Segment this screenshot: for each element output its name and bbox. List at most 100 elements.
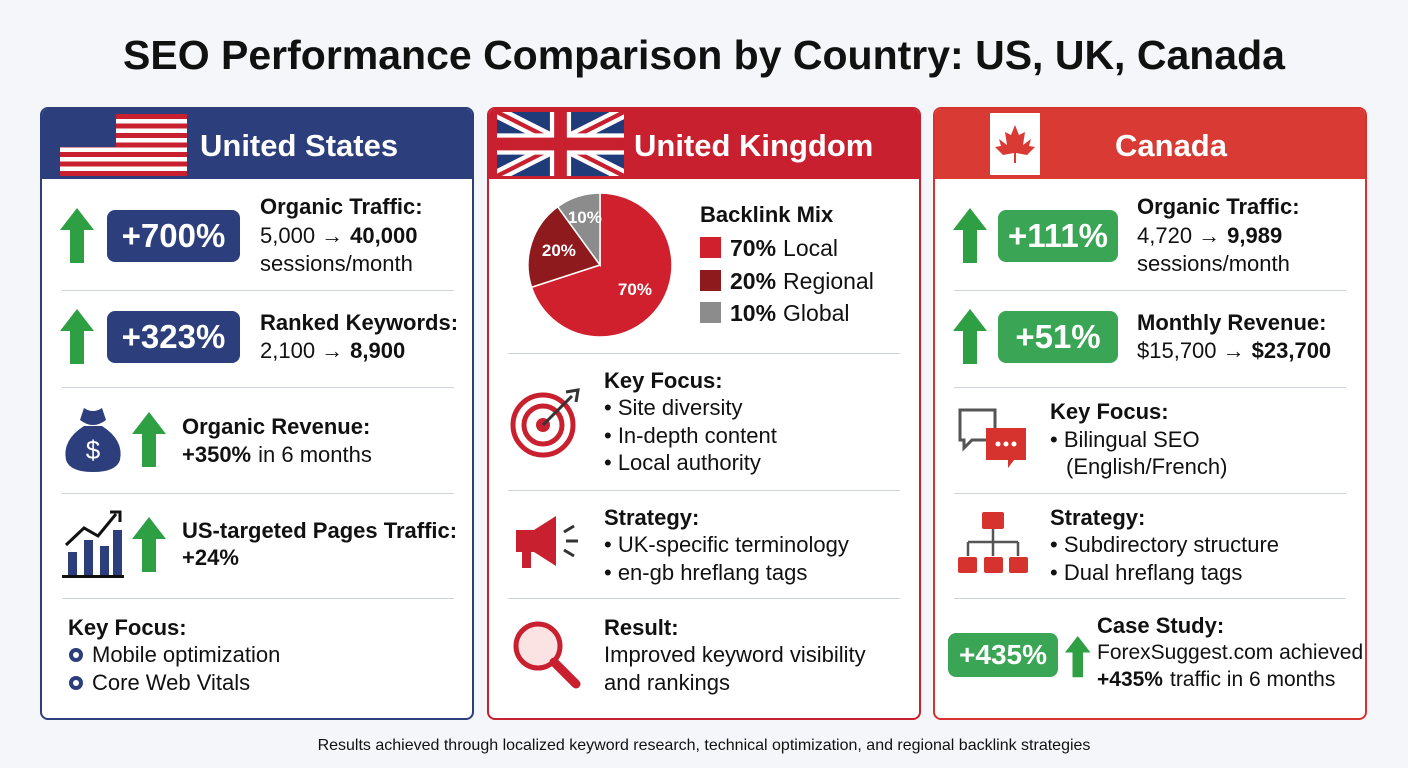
badge: +323% <box>107 311 240 363</box>
divider <box>954 290 1346 291</box>
rest: traffic in 6 months <box>1169 668 1336 691</box>
ca-flag <box>965 113 1065 175</box>
from: 2,100 → <box>260 338 344 363</box>
divider <box>954 598 1346 599</box>
pie-slice <box>530 192 673 338</box>
target-icon <box>510 388 580 458</box>
focus-item: • Bilingual SEO <box>1050 427 1200 452</box>
chart-icon <box>62 510 124 578</box>
result-line: Improved keyword visibility <box>604 642 866 667</box>
bold: +350% <box>182 442 252 467</box>
svg-text:$: $ <box>86 435 101 465</box>
country-name: United Kingdom <box>634 128 874 163</box>
focus-item: Mobile optimization <box>92 642 281 667</box>
strategy-item: • en-gb hreflang tags <box>604 560 808 585</box>
money-icon: $ <box>65 408 121 472</box>
uk-flag <box>497 112 624 176</box>
ca-panel: Canada <box>933 107 1367 720</box>
legend-item: 10% Global <box>730 299 850 327</box>
country-name: United States <box>200 128 399 163</box>
badge: +51% <box>998 311 1118 363</box>
badge: +111% <box>998 210 1118 262</box>
metric-value: $15,700 → $23,700 <box>1137 337 1331 365</box>
megaphone-icon <box>516 516 578 568</box>
divider <box>508 598 900 599</box>
magnifier-icon <box>513 621 581 689</box>
metric-label: US-targeted Pages Traffic: <box>182 518 458 543</box>
metric-label: Organic Traffic: <box>1137 194 1300 219</box>
metric-label: Monthly Revenue: <box>1137 310 1327 335</box>
pie-slice <box>527 205 602 289</box>
strategy-label: Strategy: <box>604 505 700 530</box>
metric-label: Organic Traffic: <box>260 194 423 219</box>
focus-item: • Local authority <box>604 450 761 475</box>
divider <box>508 490 900 491</box>
metric-value: +24% <box>182 545 239 570</box>
focus-item: • Site diversity <box>604 395 743 420</box>
focus-item: Core Web Vitals <box>92 670 251 695</box>
to: 40,000 <box>350 223 418 248</box>
metric-label: Organic Revenue: <box>182 414 371 439</box>
legend-item: 70% Local <box>730 234 838 262</box>
slice-label: 70% <box>618 280 652 299</box>
chat-icon <box>958 408 1026 468</box>
metric-value: 5,000 → 40,000 <box>260 222 417 250</box>
focus-label: Key Focus: <box>1050 399 1169 424</box>
legend-value: 70% <box>730 235 777 261</box>
case-label: Case Study: <box>1097 613 1225 638</box>
strategy-item: • Subdirectory structure <box>1050 532 1280 557</box>
divider <box>62 493 454 494</box>
legend-swatch <box>700 302 721 323</box>
metric-note: sessions/month <box>260 251 413 276</box>
result-line: and rankings <box>604 670 730 695</box>
strategy-item: • Dual hreflang tags <box>1050 560 1243 585</box>
metric-value: +350% in 6 months <box>182 441 372 469</box>
divider <box>62 290 454 291</box>
to: 8,900 <box>350 338 406 363</box>
focus-item: • In-depth content <box>604 423 777 448</box>
slice-label: 10% <box>568 208 602 227</box>
metric-label: Ranked Keywords: <box>260 310 459 335</box>
legend-name: Regional <box>783 267 874 294</box>
legend-title: Backlink Mix <box>700 202 834 227</box>
focus-item: (English/French) <box>1066 454 1228 479</box>
footer: Results achieved through localized keywo… <box>317 737 1091 754</box>
legend-name: Local <box>783 235 839 261</box>
legend-name: Global <box>783 300 850 326</box>
case-line: ForexSuggest.com achieved <box>1097 641 1364 664</box>
divider <box>954 493 1346 494</box>
legend-swatch <box>700 269 721 291</box>
title: SEO Performance Comparison by Country: U… <box>123 32 1285 78</box>
us-panel: United States <box>40 107 474 720</box>
hierarchy-icon <box>958 512 1028 573</box>
badge: +700% <box>107 210 240 262</box>
divider <box>62 387 454 388</box>
bold: +435% <box>1097 668 1163 691</box>
us-flag <box>60 114 187 176</box>
divider <box>508 353 900 354</box>
metric-value: 4,720 → 9,989 <box>1137 222 1282 250</box>
result-label: Result: <box>604 615 679 640</box>
legend-value: 20% <box>730 267 777 294</box>
focus-label: Key Focus: <box>68 615 187 640</box>
from: 5,000 → <box>260 223 344 248</box>
divider <box>954 387 1346 388</box>
country-name: Canada <box>1115 128 1227 163</box>
us-header: United States <box>42 109 472 179</box>
metric-note: sessions/month <box>1137 251 1290 276</box>
legend-swatch <box>700 237 721 258</box>
strategy-item: • UK-specific terminology <box>604 532 849 557</box>
strategy-label: Strategy: <box>1050 505 1146 530</box>
to: 9,989 <box>1227 223 1283 248</box>
pie-slice <box>556 192 601 268</box>
legend-value: 10% <box>730 300 777 326</box>
rest: in 6 months <box>258 442 372 467</box>
legend-item: 20% Regional <box>730 267 874 295</box>
slice-label: 20% <box>542 241 576 260</box>
focus-label: Key Focus: <box>604 368 723 393</box>
uk-header: United Kingdom <box>489 109 919 179</box>
metric-value: 2,100 → 8,900 <box>260 337 405 365</box>
pie-chart: 70% 20% 10% <box>527 192 673 338</box>
